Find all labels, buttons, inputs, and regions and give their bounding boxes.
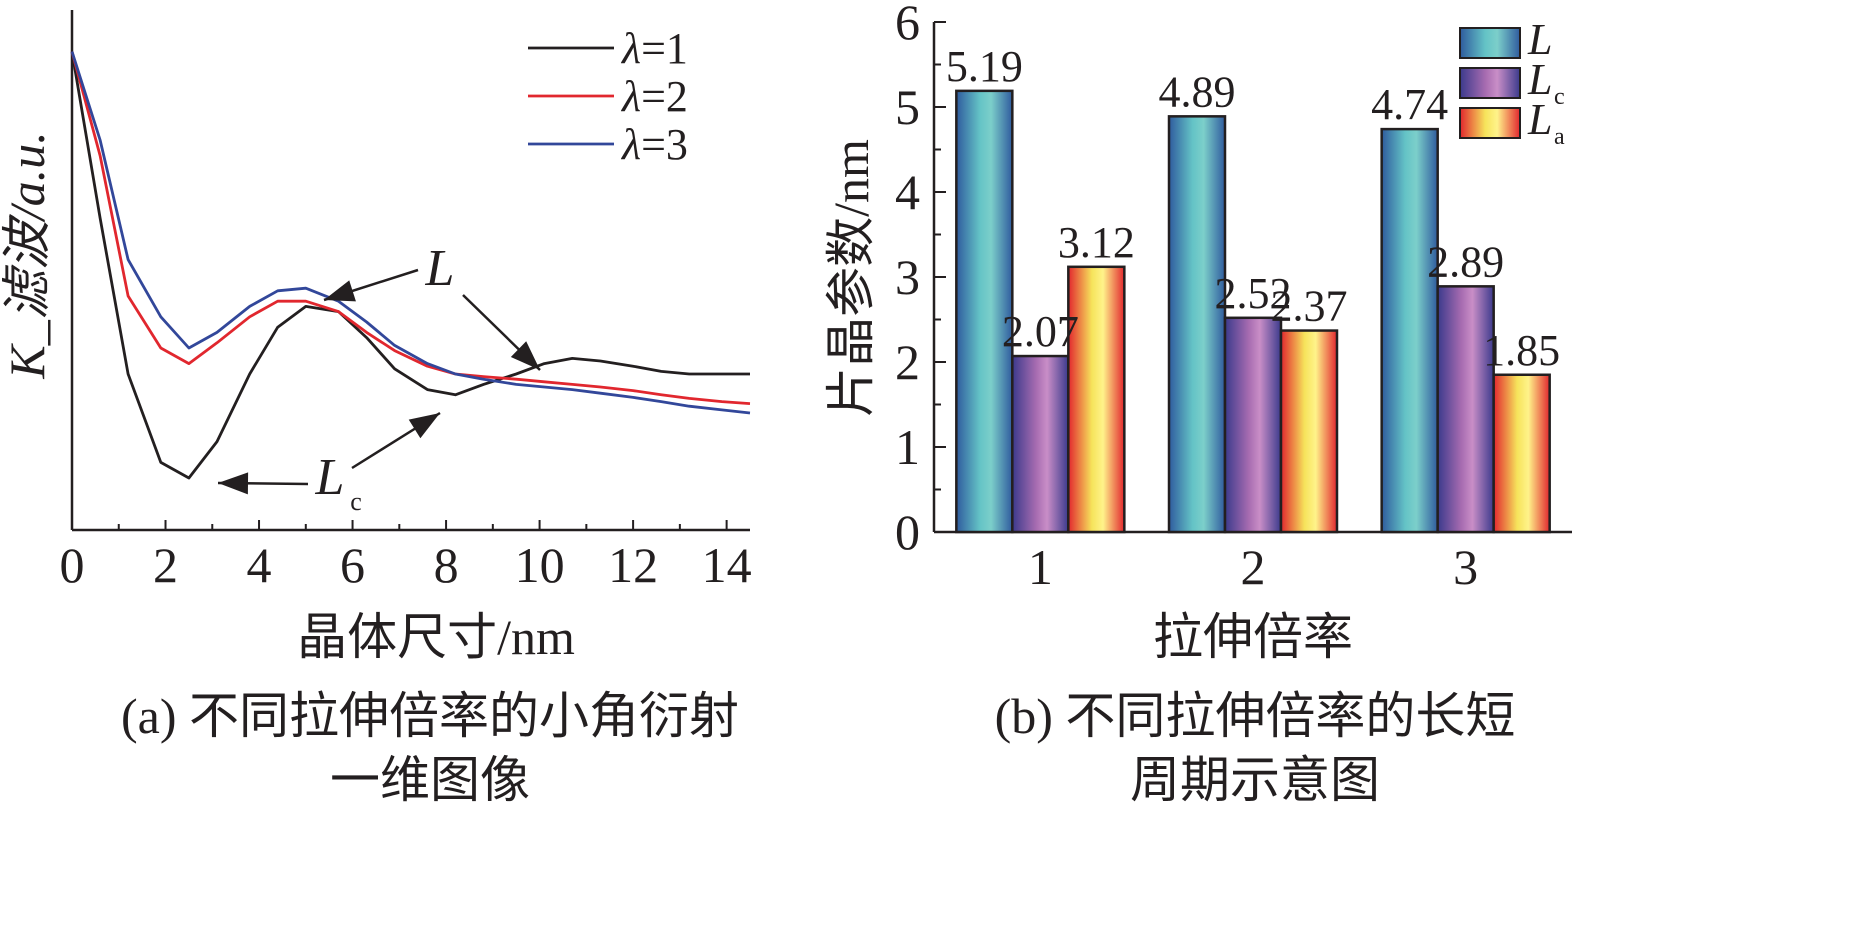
caption-a-line2: 一维图像 [330,752,530,808]
data-label-la-ratio-3: 1.85 [1483,326,1560,375]
legend-label-lambda-2: λ=2 [620,72,688,121]
annotation-arrow-l-right-head [510,341,540,370]
data-label-lc-ratio-1: 2.07 [1002,307,1079,356]
x-tick-label-b: 1 [1028,539,1053,595]
caption-a: (a) 不同拉伸倍率的小角衍射 一维图像 [60,684,800,812]
data-label-la-ratio-1: 3.12 [1058,218,1135,267]
legend-label-la: L [1527,95,1552,144]
x-tick-label-a: 8 [434,537,459,593]
bar-chart-panel: 0 1 2 3 4 5 6 1 2 3 5.19 2.07 3.12 4.89 2.522.37 4.74 2… [823,0,1572,665]
series-line-lambda-1 [70,51,750,480]
x-tick-label-a: 10 [515,537,565,593]
x-tick-label-b: 3 [1453,539,1478,595]
x-tick-label-a: 14 [702,537,752,593]
line-chart-series [70,51,751,480]
bar-la-ratio-3 [1492,373,1551,534]
bar-chart-data-labels: 5.19 2.07 3.12 4.89 2.522.37 4.74 2.89 1.85 [946,42,1560,375]
y-axis-title-a-text: K_滤波/a.u. [0,131,55,379]
bar-chart-legend: LL cL a [1459,15,1565,150]
data-label-l-ratio-2: 4.89 [1159,67,1236,116]
data-label-l-ratio-1: 5.19 [946,42,1023,91]
bar-lc-ratio-1 [1011,354,1070,534]
y-tick-label-b: 6 [895,0,920,50]
y-axis-title-a: K_滤波/a.u. [0,131,55,379]
legend-label-lc: L [1527,55,1552,104]
legend-label-lambda-3: λ=3 [620,120,688,169]
y-axis-title-b: 片晶参数/nm [823,139,879,417]
caption-b-line2: 周期示意图 [1130,752,1380,808]
bar-lc-ratio-2 [1223,316,1283,534]
series-line-lambda-3 [70,51,751,415]
legend-swatch-lc [1459,67,1521,99]
bar-l-ratio-3 [1380,127,1439,534]
bar-la-ratio-1 [1067,265,1126,534]
line-chart-annotations: L L c [217,240,541,516]
x-tick-label-a: 2 [153,537,178,593]
data-label-lc-ratio-2: 2.52 [1215,269,1292,318]
x-axis-title-a: 晶体尺寸/nm [297,609,575,665]
line-chart-legend: λ=1λ=2λ=3 [528,24,688,169]
x-tick-label-a: 6 [340,537,365,593]
series-line-lambda-2 [70,51,751,405]
x-tick-label-a: 12 [608,537,658,593]
x-axis-title-b: 拉伸倍率 [1153,609,1353,665]
annotation-arrow-lc-trough-head [218,472,249,495]
data-label-lc-ratio-3: 2.89 [1427,237,1504,286]
legend-swatch-la [1459,107,1521,139]
x-tick-label-a: 4 [247,537,272,593]
legend-subscript-c: c [1554,84,1565,110]
bar-chart-bars [955,89,1551,534]
caption-a-line1: (a) 不同拉伸倍率的小角衍射 [121,688,739,744]
y-tick-label-b: 5 [895,79,920,135]
annotation-label-l: L [425,240,455,297]
annotation-arrow-lc-right-head [408,413,440,439]
line-chart-axes: 0 2 4 6 8 10 12 14 [60,10,752,593]
caption-b: (b) 不同拉伸倍率的长短 周期示意图 [930,684,1580,812]
data-label-la-ratio-2: 2.37 [1271,282,1348,331]
bar-l-ratio-2 [1167,115,1227,534]
line-chart-panel: 0 2 4 6 8 10 12 14 λ=1λ=2λ=3 L L c 晶体尺寸/nm K_滤波/a… [0,10,752,665]
annotation-label-lc: L [315,449,345,506]
legend-swatch-l [1459,27,1521,59]
y-tick-label-b: 1 [895,419,920,475]
y-tick-label-b: 2 [895,334,920,390]
x-tick-label-b: 2 [1241,539,1266,595]
x-tick-label-a: 0 [60,537,85,593]
legend-label-lambda-1: λ=1 [620,24,688,73]
svg-text:K_滤波/a.u.: K_滤波/a.u. [0,131,55,379]
bar-l-ratio-1 [955,89,1014,534]
bar-lc-ratio-3 [1436,285,1495,534]
annotation-label-lc-subscript: c [350,487,362,516]
y-tick-label-b: 4 [895,164,920,220]
data-label-l-ratio-3: 4.74 [1371,80,1448,129]
bar-la-ratio-2 [1279,329,1339,534]
annotation-arrow-l-peak-head [324,280,356,302]
legend-label-l: L [1527,15,1552,64]
y-tick-label-b: 3 [895,249,920,305]
caption-b-line1: (b) 不同拉伸倍率的长短 [994,688,1516,744]
legend-subscript-a: a [1554,124,1565,150]
y-tick-label-b: 0 [895,504,920,560]
